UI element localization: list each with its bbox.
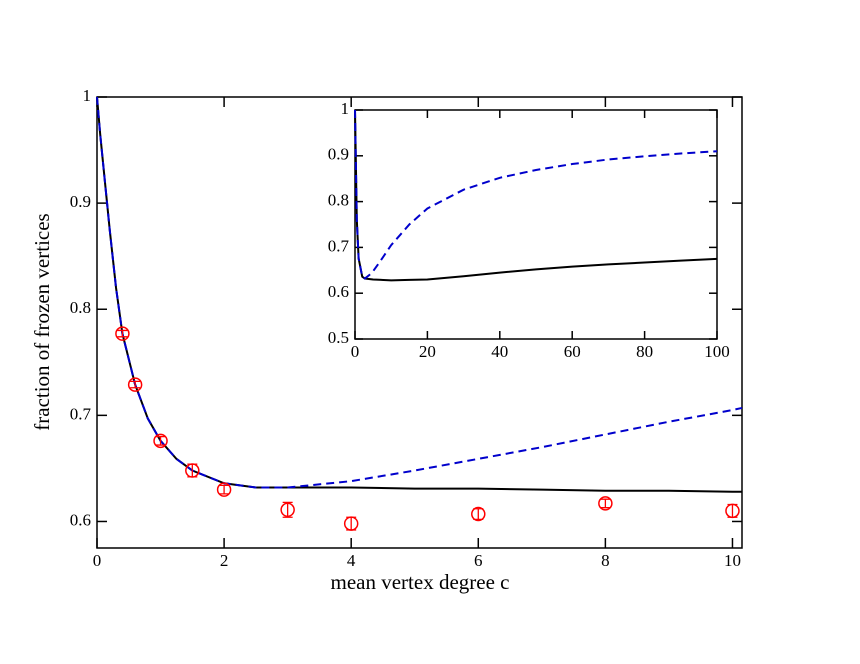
error-bar xyxy=(130,380,141,389)
data-point xyxy=(185,463,200,478)
data-point xyxy=(280,502,295,518)
x-tick-label: 100 xyxy=(704,342,730,361)
curve xyxy=(354,109,718,280)
y-tick-label: 0.8 xyxy=(328,191,349,210)
x-tick-label: 4 xyxy=(347,551,356,570)
y-tick-label: 0.6 xyxy=(70,510,91,529)
data-point xyxy=(725,503,740,519)
y-tick-label: 1 xyxy=(341,99,350,118)
y-tick-label: 0.5 xyxy=(328,328,349,347)
x-tick-label: 60 xyxy=(564,342,581,361)
y-tick-label: 0.8 xyxy=(70,298,91,317)
x-tick-label: 0 xyxy=(351,342,360,361)
x-tick-label: 8 xyxy=(601,551,610,570)
x-tick-label: 80 xyxy=(636,342,653,361)
y-tick-label: 0.6 xyxy=(328,282,349,301)
x-tick-label: 20 xyxy=(419,342,436,361)
y-tick-label: 0.9 xyxy=(70,192,91,211)
error-bar xyxy=(600,498,611,509)
x-tick-label: 6 xyxy=(474,551,483,570)
y-tick-label: 0.7 xyxy=(328,236,350,255)
x-tick-label: 10 xyxy=(724,551,741,570)
y-axis-label: fraction of frozen vertices xyxy=(30,213,54,430)
data-point xyxy=(153,433,168,449)
error-bar xyxy=(155,435,166,446)
data-point xyxy=(343,516,359,531)
error-bar xyxy=(282,501,293,518)
data-point xyxy=(115,326,130,341)
x-tick-label: 0 xyxy=(93,551,102,570)
y-tick-label: 1 xyxy=(83,86,92,105)
x-axis-label: mean vertex degree c xyxy=(331,570,510,594)
y-tick-label: 0.7 xyxy=(70,404,92,423)
error-bar xyxy=(219,484,230,495)
data-point xyxy=(471,506,486,522)
data-point xyxy=(127,377,143,392)
data-point xyxy=(598,496,613,511)
x-tick-label: 2 xyxy=(220,551,229,570)
plot-frame xyxy=(354,109,718,340)
x-tick-label: 40 xyxy=(491,342,508,361)
y-tick-label: 0.9 xyxy=(328,145,349,164)
error-bar xyxy=(117,329,128,338)
data-point xyxy=(216,482,232,497)
